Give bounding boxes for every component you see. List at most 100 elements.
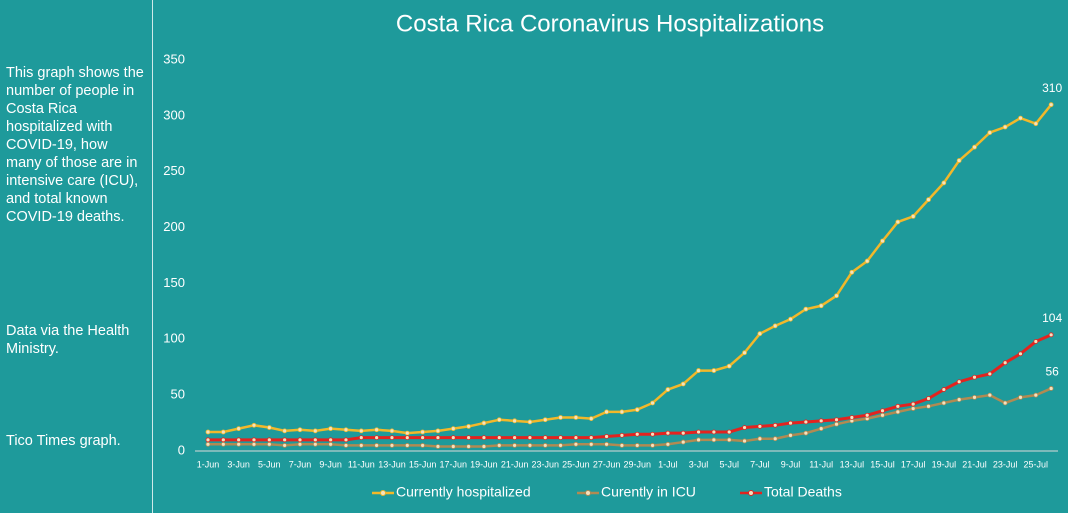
- point-marker: [358, 435, 364, 440]
- point-marker: [849, 415, 855, 420]
- point-marker: [956, 397, 962, 403]
- point-marker: [910, 406, 916, 411]
- point-marker: [1018, 394, 1023, 400]
- point-marker: [880, 408, 885, 414]
- point-marker: [297, 437, 303, 443]
- point-marker: [573, 435, 579, 440]
- x-tick-label: 11-Jun: [348, 459, 375, 469]
- point-marker: [358, 428, 364, 434]
- legend-label: Total Deaths: [764, 484, 842, 500]
- point-marker: [1048, 332, 1054, 338]
- point-marker: [880, 412, 885, 418]
- point-marker: [726, 437, 732, 443]
- point-marker: [803, 430, 809, 436]
- point-marker: [650, 400, 655, 406]
- point-marker: [420, 429, 426, 435]
- point-marker: [328, 441, 334, 447]
- point-marker: [619, 432, 625, 438]
- point-marker: [312, 428, 318, 434]
- point-marker: [205, 441, 211, 447]
- point-marker: [1033, 339, 1039, 344]
- point-marker: [588, 441, 594, 447]
- point-marker: [926, 396, 931, 401]
- point-marker: [619, 443, 625, 448]
- point-marker: [266, 425, 272, 430]
- point-marker: [956, 158, 962, 163]
- point-marker: [266, 437, 272, 443]
- point-marker: [343, 443, 349, 448]
- point-marker: [619, 409, 625, 415]
- point-marker: [450, 426, 456, 432]
- point-marker: [665, 441, 671, 447]
- point-marker: [772, 422, 778, 428]
- data-label: 56: [1045, 365, 1059, 379]
- y-tick-label: 350: [163, 51, 185, 66]
- y-tick-label: 200: [163, 219, 185, 234]
- point-marker: [343, 427, 349, 433]
- point-marker: [711, 429, 717, 435]
- x-tick-label: 21-Jul: [962, 459, 987, 469]
- point-marker: [696, 429, 701, 435]
- point-marker: [481, 435, 487, 440]
- point-marker: [542, 443, 548, 448]
- point-marker: [880, 238, 885, 244]
- point-marker: [1048, 102, 1054, 108]
- x-tick-label: 1-Jun: [197, 459, 220, 469]
- point-marker: [895, 409, 901, 415]
- point-marker: [910, 401, 916, 407]
- x-tick-label: 25-Jun: [562, 459, 590, 469]
- point-marker: [849, 269, 855, 275]
- point-marker: [1002, 360, 1008, 366]
- point-marker: [236, 426, 242, 432]
- point-marker: [282, 428, 288, 434]
- point-marker: [742, 425, 747, 430]
- point-marker: [910, 213, 916, 219]
- point-marker: [466, 444, 472, 449]
- point-marker: [435, 444, 441, 449]
- point-marker: [481, 420, 487, 426]
- series-line: [208, 387, 1052, 448]
- point-marker: [1018, 351, 1023, 357]
- point-marker: [205, 429, 211, 435]
- point-marker: [972, 374, 977, 380]
- series-line: [208, 103, 1053, 435]
- point-marker: [726, 429, 732, 435]
- point-marker: [236, 437, 242, 443]
- point-marker: [803, 306, 809, 312]
- point-marker: [435, 435, 441, 440]
- x-tick-label: 3-Jun: [227, 459, 250, 469]
- point-marker: [604, 441, 609, 447]
- y-tick-label: 300: [163, 107, 185, 122]
- point-marker: [650, 431, 655, 437]
- point-marker: [941, 180, 947, 186]
- y-tick-label: 100: [163, 331, 185, 346]
- point-marker: [343, 437, 349, 443]
- point-marker: [680, 381, 686, 387]
- point-marker: [328, 426, 334, 432]
- point-marker: [742, 350, 747, 356]
- x-tick-label: 19-Jun: [470, 459, 498, 469]
- point-marker: [312, 437, 318, 443]
- point-marker: [772, 323, 778, 329]
- point-marker: [926, 403, 931, 409]
- point-marker: [435, 428, 441, 434]
- point-marker: [542, 435, 548, 440]
- x-tick-label: 21-Jun: [501, 459, 529, 469]
- point-marker: [374, 427, 380, 433]
- x-tick-label: 13-Jul: [840, 459, 865, 469]
- x-tick-label: 29-Jun: [623, 459, 651, 469]
- point-marker: [389, 443, 395, 448]
- point-marker: [466, 435, 472, 440]
- y-tick-label: 150: [163, 275, 185, 290]
- point-marker: [803, 419, 809, 425]
- point-marker: [634, 431, 640, 437]
- point-marker: [282, 443, 288, 448]
- y-tick-label: 50: [171, 387, 185, 402]
- point-marker: [818, 426, 824, 432]
- x-tick-label: 17-Jun: [440, 459, 468, 469]
- point-marker: [1033, 121, 1039, 127]
- x-tick-label: 13-Jun: [378, 459, 406, 469]
- data-label: 310: [1042, 81, 1062, 95]
